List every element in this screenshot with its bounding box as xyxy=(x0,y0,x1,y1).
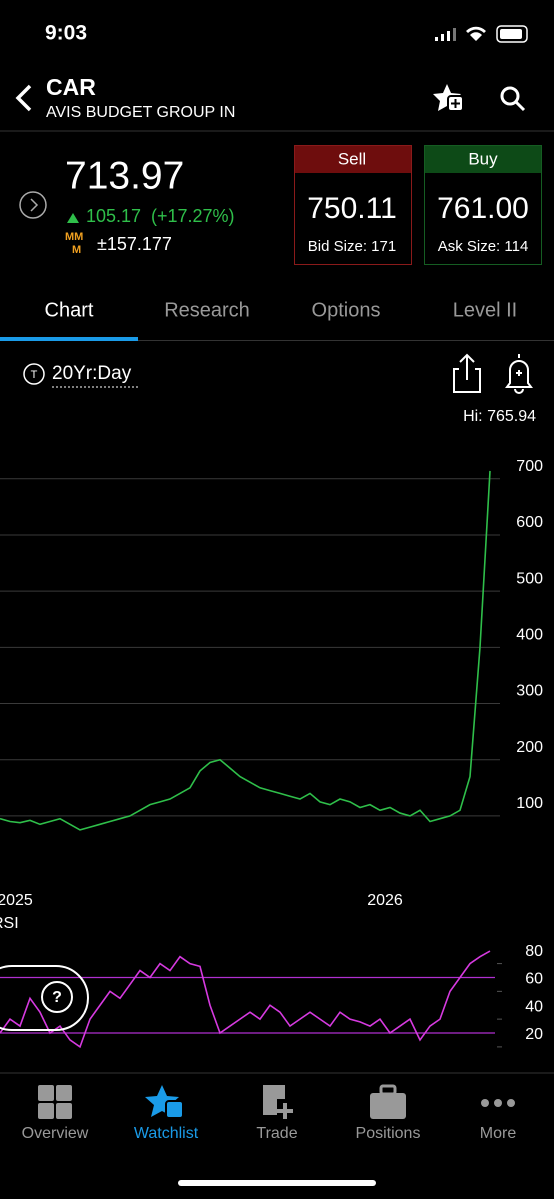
nav-label: Trade xyxy=(256,1125,297,1142)
change-percent: (+17.27%) xyxy=(151,206,235,226)
buy-button[interactable]: Buy 761.00 Ask Size: 114 xyxy=(424,145,542,265)
rsi-chart: RSI 20 40 60 80 xyxy=(0,915,543,1049)
x-tick-label: 2026 xyxy=(367,892,403,909)
icon-part xyxy=(379,1084,397,1096)
icon-part xyxy=(56,1085,72,1101)
change: 105.17 xyxy=(86,206,141,226)
price-line xyxy=(0,470,491,831)
status-icons xyxy=(435,25,528,43)
y-tick-label: 400 xyxy=(516,627,543,644)
range-label: 20Yr:Day xyxy=(52,363,132,384)
icon-part xyxy=(38,1103,54,1119)
y-tick-label: 300 xyxy=(516,683,543,700)
icon-part xyxy=(507,1099,515,1107)
nav-item[interactable]: Trade xyxy=(256,1085,298,1142)
x-tick-label: 2025 xyxy=(0,892,33,909)
tab-indicator xyxy=(0,337,138,341)
expected-move: ±157.177 xyxy=(97,234,172,254)
last-price: 713.97 xyxy=(65,154,184,197)
symbol: CAR xyxy=(46,74,96,100)
tab[interactable]: Chart xyxy=(45,299,94,321)
mm-icon: M xyxy=(72,244,81,256)
nav-icon xyxy=(145,1085,184,1119)
company-name: AVIS BUDGET GROUP IN xyxy=(46,104,235,121)
help-icon: ? xyxy=(52,989,62,1006)
sell-button[interactable]: Sell 750.11 Bid Size: 171 xyxy=(294,145,412,265)
mm-icon: MM xyxy=(65,231,83,243)
nav-icon xyxy=(38,1085,72,1119)
ask-size: Ask Size: 114 xyxy=(438,238,529,255)
add-watchlist-button[interactable] xyxy=(433,84,464,112)
nav-label: Positions xyxy=(356,1125,421,1142)
tab[interactable]: Level II xyxy=(453,299,517,321)
sell-price: 750.11 xyxy=(307,192,397,225)
bid-size: Bid Size: 171 xyxy=(308,238,396,255)
buy-price: 761.00 xyxy=(437,192,529,225)
t-icon: T xyxy=(31,369,38,381)
rsi-title: RSI xyxy=(0,915,19,932)
status-time: 9:03 xyxy=(45,22,87,45)
y-tick-label: 100 xyxy=(516,795,543,812)
share-button[interactable] xyxy=(453,353,481,393)
icon-part xyxy=(277,1103,293,1119)
y-tick-label: 600 xyxy=(516,514,543,531)
back-button[interactable] xyxy=(15,84,32,112)
tab-bar: Chart Research Options Level II xyxy=(45,299,518,321)
nav-item[interactable]: Watchlist xyxy=(134,1085,199,1142)
tab[interactable]: Options xyxy=(312,299,381,321)
icon-part xyxy=(165,1100,184,1119)
y-tick-label: 80 xyxy=(525,943,543,960)
nav-item[interactable]: Positions xyxy=(356,1084,421,1142)
nav-item[interactable]: Overview xyxy=(22,1085,89,1142)
nav-label: Watchlist xyxy=(134,1125,199,1142)
alert-button[interactable] xyxy=(505,354,533,394)
bottom-nav: Overview Watchlist Trade Positions More xyxy=(22,1084,517,1142)
nav-icon xyxy=(481,1099,515,1107)
nav-item[interactable]: More xyxy=(480,1099,517,1142)
expand-button[interactable] xyxy=(19,191,47,219)
nav-label: Overview xyxy=(22,1125,89,1142)
price-line xyxy=(0,950,491,1049)
help-button[interactable]: ? xyxy=(0,965,89,1031)
up-arrow xyxy=(67,213,79,223)
buy-label: Buy xyxy=(468,149,498,168)
high-label: Hi: 765.94 xyxy=(463,408,536,425)
icon-part xyxy=(370,1093,406,1119)
y-tick-label: 500 xyxy=(516,570,543,587)
tab[interactable]: Research xyxy=(164,299,250,321)
y-tick-label: 20 xyxy=(525,1026,543,1043)
icon-part xyxy=(494,1099,502,1107)
price-chart: 100 200 300 400 500 600 700 2025 2026 xyxy=(0,458,543,909)
nav-icon xyxy=(370,1084,406,1119)
icon-part xyxy=(56,1103,72,1119)
search-button[interactable] xyxy=(500,86,526,112)
nav-label: More xyxy=(480,1125,517,1142)
icon-part xyxy=(263,1085,285,1115)
home-indicator xyxy=(178,1180,376,1186)
y-tick-label: 200 xyxy=(516,739,543,756)
icon-part xyxy=(481,1099,489,1107)
y-tick-label: 700 xyxy=(516,458,543,475)
y-tick-label: 40 xyxy=(525,998,543,1015)
sell-label: Sell xyxy=(338,149,366,168)
range-selector[interactable]: T 20Yr:Day xyxy=(23,363,138,388)
y-tick-label: 60 xyxy=(525,971,543,988)
icon-part xyxy=(38,1085,54,1101)
nav-icon xyxy=(263,1085,293,1119)
